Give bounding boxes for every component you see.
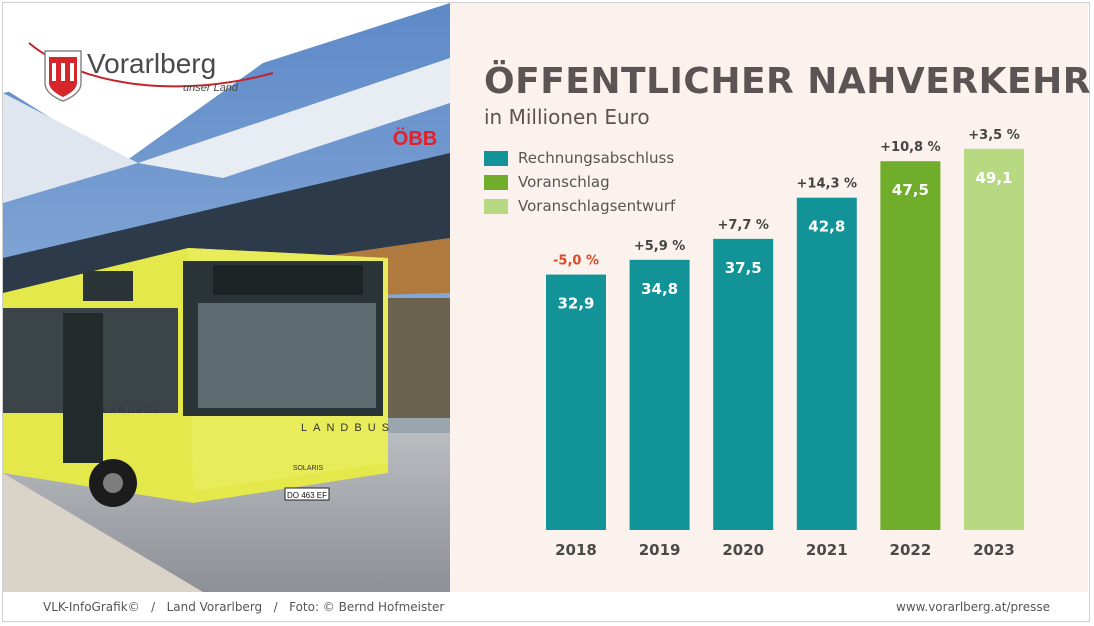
bar-value-label: 34,8 <box>641 280 678 298</box>
legend-label: Rechnungsabschluss <box>518 149 675 167</box>
x-tick-label: 2021 <box>806 541 848 559</box>
legend-swatch <box>484 150 508 166</box>
footer: VLK-InfoGrafik© / Land Vorarlberg / Foto… <box>3 592 1088 621</box>
bus-model: SOLARIS <box>293 465 324 472</box>
legend-label: Voranschlag <box>518 173 610 191</box>
legend-swatch <box>484 198 508 214</box>
bar-chart: 32,9 -5,0 % 2018 34,8 +5,9 % 2019 37,5 +7,7 % 20… <box>546 128 1024 559</box>
vorarlberg-logo: Vorarlberg unser Land <box>28 42 274 102</box>
legend-item-rechnungsabschluss: Rechnungsabschluss <box>484 146 675 170</box>
x-tick-label: 2022 <box>890 541 932 559</box>
bar-value-label: 49,1 <box>975 169 1012 187</box>
bar-2019 <box>629 259 690 530</box>
bar-value-label: 32,9 <box>557 295 594 313</box>
bar-2021 <box>796 197 857 530</box>
bar-change-label: +10,8 % <box>880 140 941 155</box>
logo-name: Vorarlberg <box>87 48 216 79</box>
x-tick-label: 2020 <box>722 541 764 559</box>
bar-change-label: +7,7 % <box>717 218 768 233</box>
x-tick-label: 2019 <box>639 541 681 559</box>
bar-change-label: +5,9 % <box>634 239 685 254</box>
legend-label: Voranschlagsentwurf <box>518 197 676 215</box>
legend-swatch <box>484 174 508 190</box>
bus-front-brand: LANDBUS <box>301 422 395 434</box>
chart-title: ÖFFENTLICHER NAHVERKEHR <box>484 61 1091 102</box>
logo-tagline: unser Land <box>183 82 239 94</box>
chart-legend: Rechnungsabschluss Voranschlag Voranschl… <box>484 146 675 218</box>
bus-plate: DO 463 EF <box>287 491 327 500</box>
bar-change-label: -5,0 % <box>553 254 599 269</box>
bar-value-label: 42,8 <box>808 218 845 236</box>
bar-2018 <box>546 274 606 530</box>
legend-item-voranschlag: Voranschlag <box>484 170 675 194</box>
legend-item-voranschlagsentwurf: Voranschlagsentwurf <box>484 194 675 218</box>
bus-photo-illustration: DO 463 EF LANDBUS SOLARIS LANDBUS ÖBB Vo… <box>3 3 450 592</box>
x-tick-label: 2023 <box>973 541 1015 559</box>
bar-value-label: 37,5 <box>725 259 762 277</box>
chart-panel: ÖFFENTLICHER NAHVERKEHR in Millionen Eur… <box>450 3 1091 592</box>
x-tick-label: 2018 <box>555 541 597 559</box>
footer-credits: VLK-InfoGrafik© / Land Vorarlberg / Foto… <box>43 600 445 614</box>
bar-2023 <box>964 148 1024 530</box>
bar-2022 <box>880 161 941 530</box>
bar-change-label: +14,3 % <box>797 177 858 192</box>
bar-2020 <box>713 238 774 530</box>
footer-url[interactable]: www.vorarlberg.at/presse <box>896 600 1050 614</box>
bus-side-brand: LANDBUS <box>103 406 162 415</box>
chart-subtitle: in Millionen Euro <box>484 105 650 129</box>
oebb-sign: ÖBB <box>393 127 437 150</box>
bar-value-label: 47,5 <box>892 181 929 199</box>
bus-photo: DO 463 EF LANDBUS SOLARIS LANDBUS ÖBB Vo… <box>3 3 450 592</box>
bar-change-label: +3,5 % <box>968 128 1019 143</box>
